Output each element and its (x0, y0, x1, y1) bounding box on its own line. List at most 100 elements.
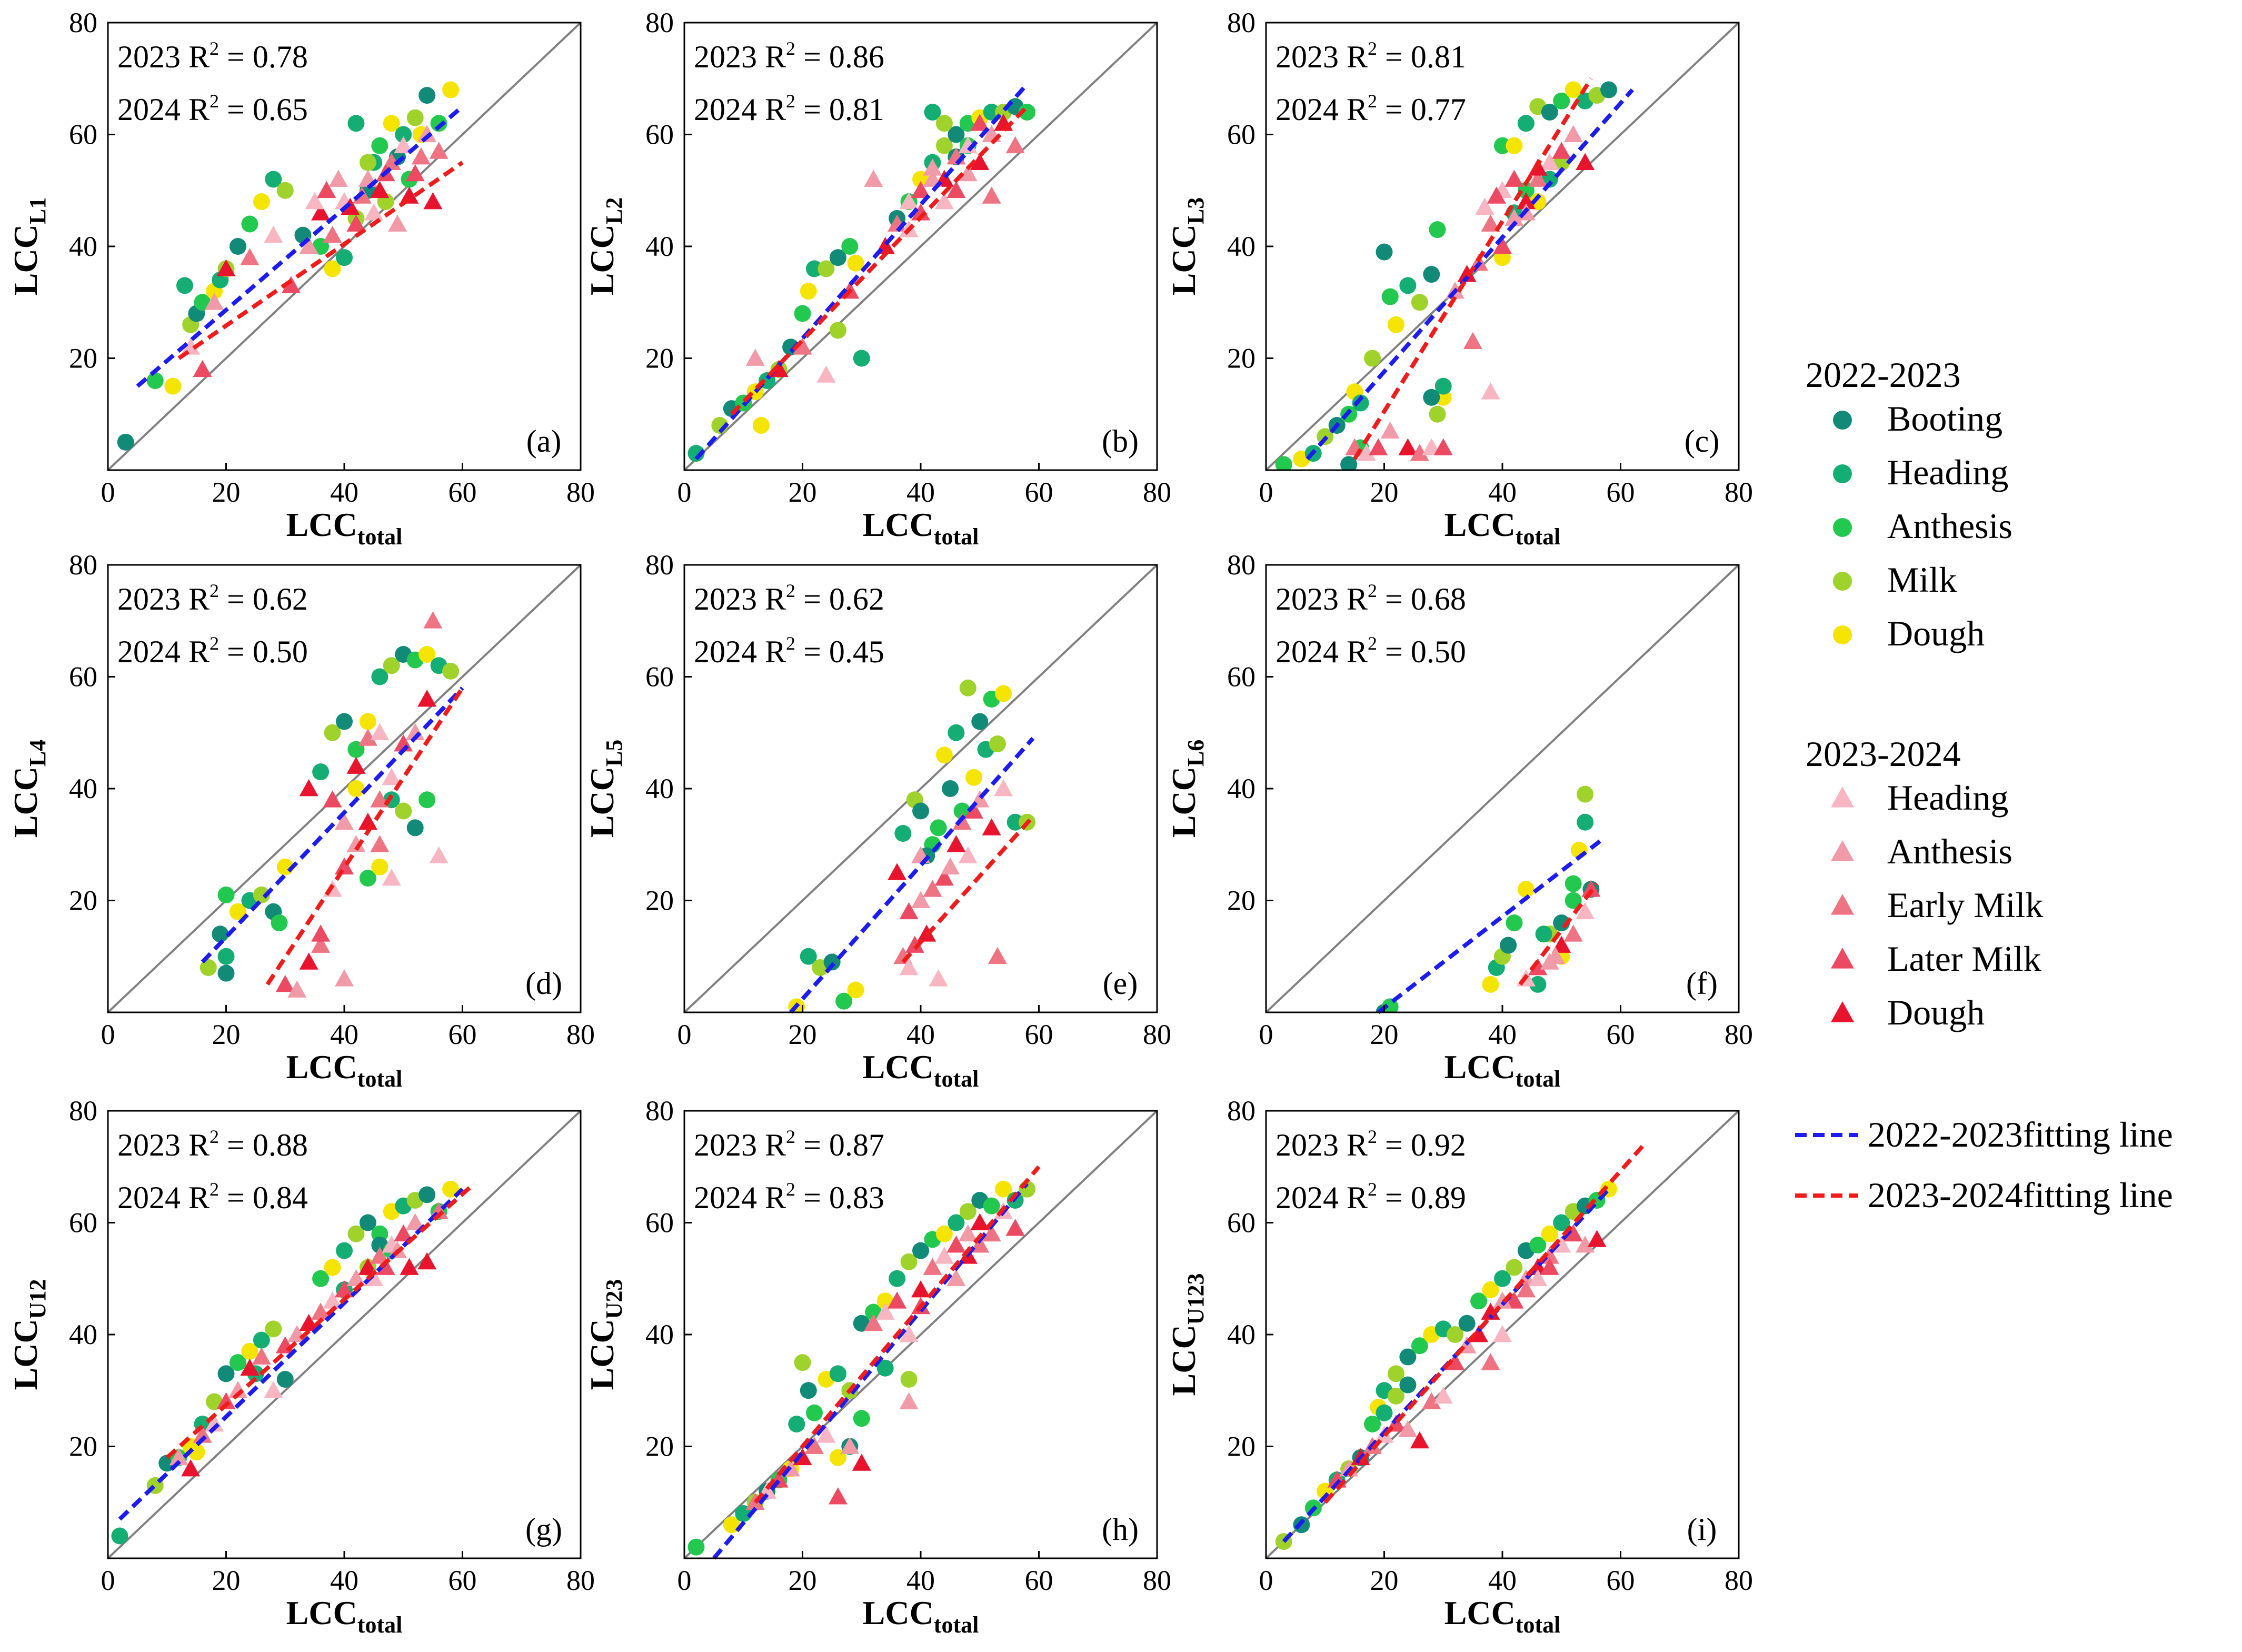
point-2023 (835, 992, 853, 1010)
point-2023 (935, 137, 953, 154)
x-tick-label: 40 (330, 1565, 358, 1596)
point-2024 (346, 835, 366, 852)
point-2023 (371, 668, 388, 685)
point-2023 (347, 115, 365, 132)
r2-2024-annotation: 2024 R2 = 0.81 (694, 91, 884, 127)
point-2023 (900, 1371, 918, 1388)
x-tick-label: 0 (101, 476, 115, 508)
point-2024 (923, 170, 942, 187)
point-2024 (281, 276, 301, 293)
fit-line-2022-2023 (1306, 88, 1634, 461)
point-2023 (1600, 81, 1618, 98)
point-2023 (829, 1365, 846, 1382)
point-2024 (934, 192, 954, 210)
point-2023 (687, 445, 705, 462)
point-2024 (1516, 1280, 1536, 1298)
point-2023 (217, 948, 235, 965)
x-tick-label: 40 (906, 476, 935, 508)
points-2023-2024 (181, 125, 449, 377)
points-2023-2024 (275, 611, 449, 998)
point-2024 (400, 1258, 419, 1275)
point-2024 (994, 779, 1013, 797)
one-to-one-line (107, 1110, 582, 1559)
y-axis-label: LCCL5 (583, 740, 627, 838)
point-2024 (970, 153, 990, 171)
point-2024 (816, 1426, 836, 1443)
point-2024 (1504, 170, 1524, 187)
panel-e: 0 20 20 40 40 60 60 80 80 LCCtotal LCCL5 2023 R2 = … (583, 549, 1171, 1092)
point-2023 (359, 154, 376, 171)
y-tick-label: 20 (645, 1431, 674, 1462)
panels-group: 0 20 20 40 40 60 60 80 80 LCCtotal LCCL1 2023 R2 = … (7, 7, 1753, 1638)
legend-group-2023-2024: Heading Anthesis Early Milk Later Milk Dough (1831, 778, 2044, 1032)
point-2024 (864, 170, 883, 187)
y-axis-label: LCCL3 (1165, 197, 1209, 295)
y-tick-label: 80 (1227, 7, 1255, 38)
point-2024 (911, 891, 930, 908)
x-tick-label: 80 (1725, 1565, 1753, 1596)
panel-label: (e) (1103, 966, 1138, 1001)
x-axis-label: LCCtotal (863, 506, 979, 550)
panel-c: 0 20 20 40 40 60 60 80 80 LCCtotal LCCL3 2023 R2 = … (1165, 7, 1753, 550)
x-tick-label: 60 (1025, 1019, 1053, 1050)
point-2023 (442, 1180, 460, 1198)
legend-label-2024-dough: Dough (1887, 992, 1985, 1032)
panel-i: 0 20 20 40 40 60 60 80 80 LCCtotal LCCU123 2023 R2 … (1165, 1095, 1753, 1638)
point-2024 (1493, 1325, 1512, 1342)
point-2023 (1482, 1281, 1499, 1298)
y-axis-label: LCCL2 (583, 197, 627, 295)
point-2023 (430, 115, 447, 132)
panel-g: 0 20 20 40 40 60 60 80 80 LCCtotal LCCU12 2023 R2 =… (7, 1095, 595, 1638)
x-tick-label: 80 (1725, 1019, 1753, 1050)
point-2023 (971, 713, 989, 730)
y-tick-label: 80 (645, 549, 674, 581)
point-2023 (359, 713, 376, 730)
point-2023 (418, 646, 436, 663)
point-2023 (1381, 288, 1399, 305)
x-tick-label: 40 (1488, 1565, 1517, 1596)
point-2023 (406, 109, 424, 126)
point-2024 (1528, 1269, 1548, 1287)
point-2023 (853, 350, 870, 367)
point-2023 (418, 87, 436, 104)
point-2024 (382, 153, 401, 171)
y-tick-label: 40 (645, 1319, 674, 1350)
y-axis-label: LCCU12 (7, 1279, 51, 1390)
point-2023 (1352, 394, 1369, 412)
legend-marker-dough (1833, 625, 1852, 644)
point-2023 (217, 886, 235, 903)
x-tick-label: 60 (1607, 476, 1635, 508)
panel-label: (d) (525, 966, 562, 1001)
point-2024 (946, 1236, 966, 1253)
y-tick-label: 20 (69, 1431, 97, 1462)
point-2024 (205, 1415, 224, 1432)
point-2024 (299, 237, 318, 254)
point-2023 (829, 249, 846, 266)
legend-label-2024-anthesis: Anthesis (1887, 831, 2012, 871)
fit-line-2023-2024 (753, 1165, 1041, 1504)
point-2024 (193, 1426, 212, 1443)
point-2024 (1576, 153, 1595, 171)
point-2023 (271, 914, 288, 931)
legend-label-2024-later-milk: Later Milk (1887, 939, 2041, 979)
point-2024 (816, 365, 836, 383)
x-tick-label: 80 (566, 476, 595, 508)
point-2023 (418, 1186, 436, 1203)
point-2023 (853, 1315, 870, 1332)
r2-2023-annotation: 2023 R2 = 0.62 (694, 580, 884, 616)
point-2023 (1007, 813, 1024, 831)
fit-line-2023-2024 (730, 105, 1029, 416)
point-2024 (988, 947, 1007, 964)
point-2024 (1563, 1224, 1583, 1242)
point-2023 (959, 679, 976, 696)
fit-line-2022-2023 (712, 1182, 1029, 1560)
point-2024 (1398, 438, 1418, 455)
point-2023 (336, 713, 353, 730)
point-2024 (429, 846, 449, 863)
point-2024 (888, 863, 907, 880)
point-2024 (1516, 192, 1536, 210)
point-2024 (1587, 1230, 1607, 1247)
point-2024 (1446, 1353, 1465, 1370)
point-2023 (395, 802, 412, 820)
point-2023 (948, 724, 965, 741)
